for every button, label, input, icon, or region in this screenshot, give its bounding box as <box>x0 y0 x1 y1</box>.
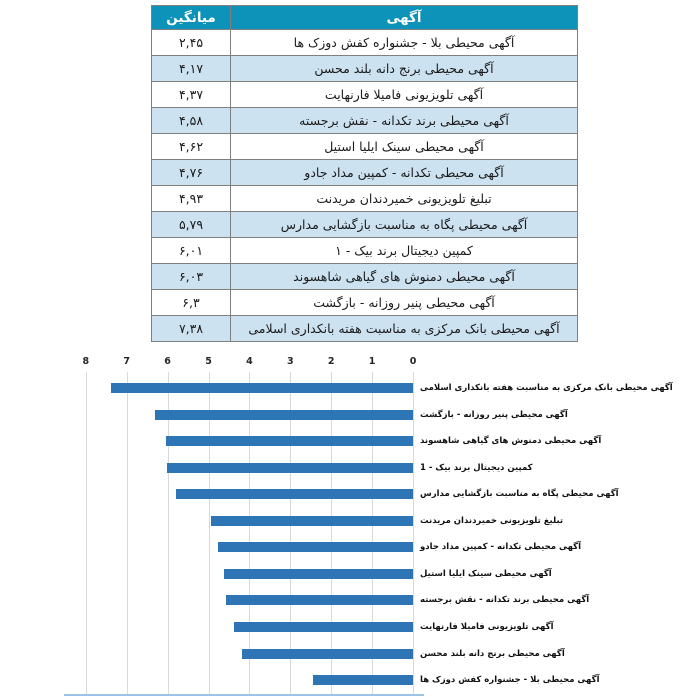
mean-value: ۴,۱۷ <box>151 55 231 82</box>
gridline <box>85 372 87 695</box>
mean-value: ۴,۳۷ <box>151 81 231 108</box>
mean-value: ۲,۴۵ <box>151 29 231 56</box>
x-tick-label: 7 <box>123 356 130 367</box>
bar-label: آگهی محیطی برنج دانه بلند محسن <box>420 648 565 659</box>
mean-value: ۴,۵۸ <box>151 107 231 134</box>
bar <box>234 621 413 632</box>
ad-name: آگهی محیطی برند تکدانه - نقش برجسته <box>230 107 578 134</box>
table-row: ۷,۳۸ آگهی محیطی بانک مرکزی به مناسبت هفته… <box>151 315 578 342</box>
bar-label: آگهی محیطی بانک مرکزی به مناسبت هفته بان… <box>420 383 673 393</box>
mean-value: ۶,۳ <box>151 289 231 316</box>
bar-label: آگهی محیطی دمنوش های گیاهی شاهسوند <box>420 436 602 447</box>
gridline <box>331 372 333 695</box>
x-tick-label: 0 <box>409 356 417 367</box>
bar <box>242 648 413 659</box>
table-row: ۲,۴۵ آگهی محیطی بلا - جشنواره کفش دوزک ها <box>151 29 578 56</box>
ad-name: آگهی محیطی بانک مرکزی به مناسبت هفته بان… <box>230 315 578 342</box>
bar <box>111 383 413 393</box>
bar-label: آگهی محیطی بلا - جشنواره کفش دوزک ها <box>420 675 600 686</box>
bar <box>312 675 413 686</box>
bar-label: کمپین دیجیتال برند بیک - 1 <box>420 462 533 473</box>
ad-name: آگهی محیطی دمنوش های گیاهی شاهسوند <box>230 263 578 290</box>
x-tick-label: 1 <box>368 356 376 367</box>
bar <box>166 436 413 447</box>
mean-scores-bar-chart: 8 7 6 5 4 3 2 1 0 آگهی محیطی بانک مرکزی به مناسب… <box>0 352 700 700</box>
bar-label: تبلیغ تلویزیونی خمیردندان مریدنت <box>420 515 564 526</box>
bar-label: آگهی محیطی سینک ایلیا استیل <box>420 568 552 579</box>
ratings-table: میانگین آگهی ۲,۴۵ آگهی محیطی بلا - جشنوار… <box>151 5 578 342</box>
gridline <box>372 372 374 695</box>
bar <box>224 568 413 579</box>
mean-column-header: میانگین <box>151 5 231 30</box>
bar <box>167 462 413 473</box>
table-row: ۶,۰۱ کمپین دیجیتال برند بیک - ۱ <box>151 237 578 264</box>
mean-value: ۴,۶۲ <box>151 133 231 160</box>
x-tick-label: 4 <box>246 356 253 367</box>
x-tick-label: 2 <box>327 356 335 367</box>
table-row: ۴,۵۸ آگهی محیطی برند تکدانه - نقش برجسته <box>151 107 578 134</box>
table-row: ۴,۱۷ آگهی محیطی برنج دانه بلند محسن <box>151 55 578 82</box>
mean-value: ۵,۷۹ <box>151 211 231 238</box>
bar <box>176 489 413 500</box>
mean-value: ۴,۹۳ <box>151 185 231 212</box>
ad-name: آگهی محیطی پنیر روزانه - بازگشت <box>230 289 578 316</box>
table-row: ۵,۷۹ آگهی محیطی پگاه به مناسبت بازگشایی م… <box>151 211 578 238</box>
x-tick-label: 3 <box>286 356 294 367</box>
ad-name: آگهی محیطی سینک ایلیا استیل <box>230 133 578 160</box>
gridline <box>413 372 414 695</box>
x-tick-label: 8 <box>82 356 90 367</box>
table-row: ۴,۶۲ آگهی محیطی سینک ایلیا استیل <box>151 133 578 160</box>
ad-name: کمپین دیجیتال برند بیک - ۱ <box>230 237 578 264</box>
ad-name: آگهی محیطی پگاه به مناسبت بازگشایی مدارس <box>230 211 578 238</box>
table-row: ۶,۳ آگهی محیطی پنیر روزانه - بازگشت <box>151 289 578 316</box>
gridline <box>249 372 251 695</box>
gridline <box>126 372 128 695</box>
bar-label: آگهی محیطی تکدانه - کمپین مداد جادو <box>420 542 582 553</box>
bar <box>225 595 413 606</box>
mean-value: ۷,۳۸ <box>151 315 231 342</box>
bar-label: آگهی تلویزیونی فامیلا فارنهایت <box>420 621 554 632</box>
table-row: ۴,۹۳ تبلیغ تلویزیونی خمیردندان مریدنت <box>151 185 578 212</box>
bar-label: آگهی محیطی پگاه به مناسبت بازگشایی مدارس <box>420 489 619 500</box>
table-body: ۲,۴۵ آگهی محیطی بلا - جشنواره کفش دوزک ها… <box>151 29 578 342</box>
mean-value: ۴,۷۶ <box>151 159 231 186</box>
bar-label: آگهی محیطی پنیر روزانه - بازگشت <box>420 409 568 420</box>
bar <box>155 409 413 420</box>
table-header-row: میانگین آگهی <box>151 5 578 30</box>
ad-name: آگهی محیطی تکدانه - کمپین مداد جادو <box>230 159 578 186</box>
gridline <box>167 372 169 695</box>
bar <box>211 515 413 526</box>
ad-name: آگهی محیطی بلا - جشنواره کفش دوزک ها <box>230 29 578 56</box>
mean-value: ۶,۰۳ <box>151 263 231 290</box>
bar <box>218 542 413 553</box>
table-row: ۴,۷۶ آگهی محیطی تکدانه - کمپین مداد جادو <box>151 159 578 186</box>
ad-name: تبلیغ تلویزیونی خمیردندان مریدنت <box>230 185 578 212</box>
ad-name: آگهی محیطی برنج دانه بلند محسن <box>230 55 578 82</box>
x-axis-spine <box>64 694 424 696</box>
ad-column-header: آگهی <box>230 5 578 30</box>
x-tick-label: 5 <box>205 356 212 367</box>
gridline <box>208 372 210 695</box>
table-row: ۶,۰۳ آگهی محیطی دمنوش های گیاهی شاهسوند <box>151 263 578 290</box>
gridline <box>290 372 292 695</box>
bar-label: آگهی محیطی برند تکدانه - نقش برجسته <box>420 595 590 606</box>
x-tick-label: 6 <box>164 356 171 367</box>
table-row: ۴,۳۷ آگهی تلویزیونی فامیلا فارنهایت <box>151 81 578 108</box>
mean-value: ۶,۰۱ <box>151 237 231 264</box>
ad-name: آگهی تلویزیونی فامیلا فارنهایت <box>230 81 578 108</box>
